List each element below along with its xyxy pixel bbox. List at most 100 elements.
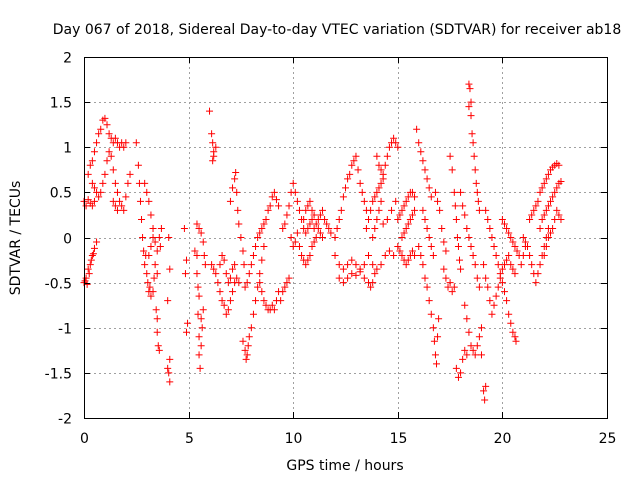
data-point — [191, 247, 199, 255]
data-point — [472, 179, 480, 187]
data-point — [308, 215, 316, 223]
data-point — [302, 261, 310, 269]
data-point — [470, 152, 478, 160]
data-point — [344, 261, 352, 269]
data-point — [404, 256, 412, 264]
data-point — [473, 342, 481, 350]
data-point — [243, 279, 251, 287]
data-point — [354, 166, 362, 174]
data-point — [222, 310, 230, 318]
data-point — [509, 238, 517, 246]
data-point — [335, 215, 343, 223]
data-point — [457, 369, 465, 377]
data-point — [86, 261, 94, 269]
data-point — [93, 238, 101, 246]
data-point — [140, 247, 148, 255]
data-point — [488, 310, 496, 318]
data-point — [240, 261, 248, 269]
data-point — [444, 283, 452, 291]
data-point — [210, 152, 218, 160]
data-point — [145, 252, 153, 260]
data-point — [339, 279, 347, 287]
data-point — [430, 337, 438, 345]
data-point — [84, 196, 92, 204]
data-point — [475, 206, 483, 214]
data-point — [258, 256, 266, 264]
axis-ticks — [84, 57, 608, 419]
data-point — [419, 261, 427, 269]
data-point — [164, 297, 172, 305]
data-point — [532, 279, 540, 287]
data-point — [285, 274, 293, 282]
data-point — [484, 215, 492, 223]
data-point — [210, 265, 218, 273]
data-point — [346, 170, 354, 178]
data-point — [396, 211, 404, 219]
data-point — [331, 252, 339, 260]
data-point — [362, 224, 370, 232]
data-point — [469, 139, 477, 147]
data-point — [122, 139, 130, 147]
data-point — [486, 297, 494, 305]
data-point — [544, 202, 552, 210]
data-point — [442, 274, 450, 282]
data-point — [463, 351, 471, 359]
data-point — [247, 261, 255, 269]
data-point — [87, 256, 95, 264]
data-point — [199, 238, 207, 246]
data-point — [350, 157, 358, 165]
data-point — [134, 161, 142, 169]
data-point — [304, 202, 312, 210]
data-point — [373, 188, 381, 196]
data-point — [88, 202, 96, 210]
data-point — [492, 252, 500, 260]
data-point — [85, 270, 93, 278]
data-point — [321, 215, 329, 223]
data-point — [235, 220, 243, 228]
data-point — [216, 261, 224, 269]
data-point — [436, 206, 444, 214]
data-point — [538, 215, 546, 223]
data-point — [468, 130, 476, 138]
data-point — [111, 179, 119, 187]
data-point — [433, 360, 441, 368]
data-point — [402, 224, 410, 232]
data-point — [295, 243, 303, 251]
data-point — [241, 283, 249, 291]
data-point — [500, 288, 508, 296]
data-point — [277, 297, 285, 305]
data-point — [90, 148, 98, 156]
x-tick-label: 25 — [599, 431, 617, 447]
data-point — [379, 175, 387, 183]
data-point — [224, 279, 232, 287]
data-point — [371, 270, 379, 278]
data-point — [503, 224, 511, 232]
x-tick-label: 15 — [390, 431, 408, 447]
data-point — [413, 125, 421, 133]
data-point — [408, 188, 416, 196]
data-point — [89, 250, 97, 258]
data-point — [155, 234, 163, 241]
data-point — [120, 143, 128, 151]
data-point — [304, 224, 312, 232]
data-point — [194, 283, 202, 291]
data-point — [300, 215, 308, 223]
data-point — [93, 139, 101, 147]
data-point — [557, 178, 565, 186]
data-point — [198, 324, 206, 332]
data-point — [375, 161, 383, 169]
data-point — [555, 161, 563, 169]
data-point — [195, 292, 203, 300]
y-tick-label: -1 — [58, 322, 72, 338]
data-point — [195, 224, 203, 232]
data-point — [111, 202, 119, 210]
data-point — [505, 310, 513, 318]
data-point — [260, 297, 268, 305]
data-point — [331, 234, 339, 241]
data-point — [448, 166, 456, 174]
data-point — [193, 252, 201, 260]
data-point — [239, 337, 247, 345]
data-point — [469, 252, 477, 260]
data-point — [316, 211, 324, 219]
